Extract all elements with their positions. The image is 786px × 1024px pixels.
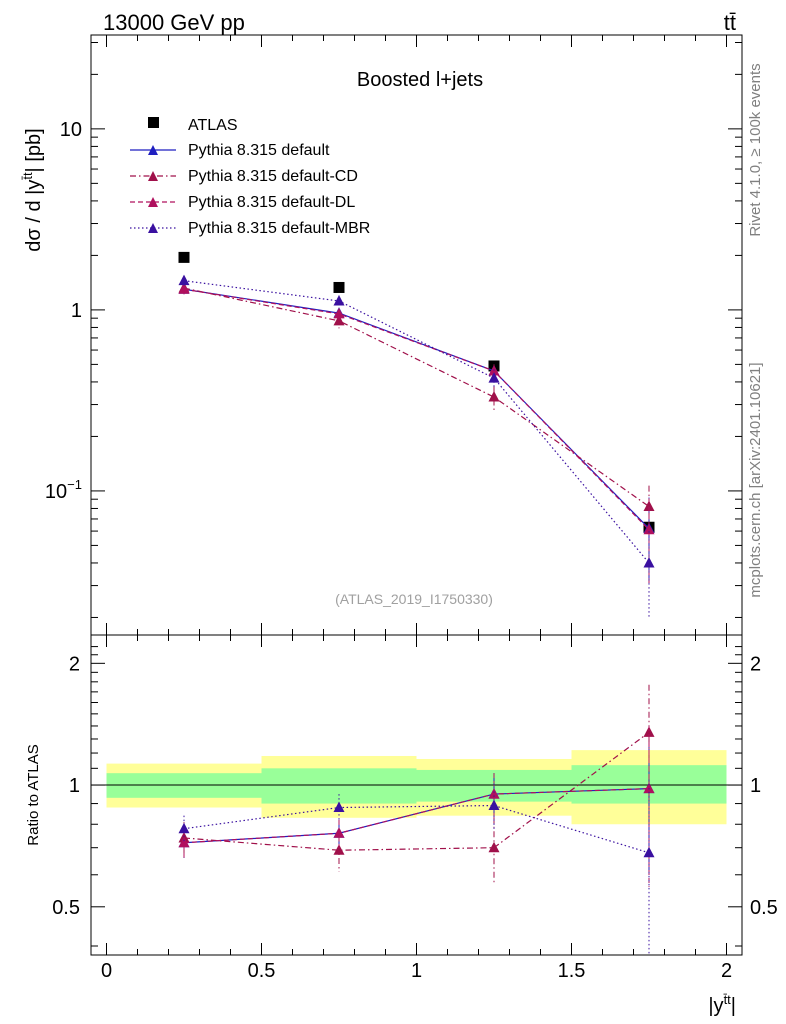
y-tick-label-base: 1 — [71, 300, 82, 322]
ratio-point-cd — [333, 844, 345, 855]
series-line-dl — [183, 288, 650, 531]
ratio-point-dl — [488, 788, 500, 799]
data-point-dl — [643, 523, 655, 535]
ratio-y-tick-label: 1 — [69, 775, 80, 797]
series-line-default — [183, 288, 650, 529]
y-axis-label-suffix: | [pb] — [23, 128, 45, 172]
y-tick-label-base: 10 — [60, 119, 82, 141]
legend-atlas-marker — [148, 117, 159, 128]
y-axis-label: dσ / d |yt̄t| [pb] — [20, 128, 45, 251]
legend: ATLAS Pythia 8.315 default Pythia 8.315 … — [130, 117, 370, 237]
legend-dl-label: Pythia 8.315 default-DL — [188, 194, 355, 211]
data-point-cd — [488, 391, 500, 402]
ratio-y-tick-label: 0.5 — [52, 897, 80, 919]
legend-default-marker — [148, 145, 158, 155]
ratio-y-tick-label: 2 — [69, 653, 80, 675]
ratio-line-dl — [183, 788, 650, 844]
x-tick-label: 0 — [101, 960, 112, 982]
y-tick-label: 10 — [60, 119, 82, 141]
legend-mbr-marker — [148, 223, 158, 233]
data-point-mbr — [178, 274, 190, 286]
chart-title: Boosted l+jets — [357, 69, 483, 91]
legend-cd-marker — [148, 171, 158, 181]
ratio-point-cd — [488, 841, 500, 853]
ratio-point-dl — [178, 836, 190, 848]
data-point-mbr — [488, 372, 500, 383]
legend-default-label: Pythia 8.315 default — [188, 142, 330, 159]
x-tick-label: 1.5 — [558, 960, 586, 982]
series-line-mbr — [183, 280, 650, 564]
uncertainty-band-inner — [261, 768, 417, 804]
data-point-cd — [333, 314, 345, 326]
ratio-panel: 0.5 0.5 1 1 2 2 0 0.5 1 1.5 2 Ratio to ATLAS |yt̄t… — [25, 634, 778, 1017]
x-axis-label-suffix: | — [731, 995, 736, 1017]
ratio-line-cd — [183, 731, 650, 851]
legend-mbr-label: Pythia 8.315 default-MBR — [188, 220, 370, 237]
ratio-point-mbr — [643, 846, 655, 858]
data-point-cd — [643, 500, 655, 512]
analysis-watermark: (ATLAS_2019_I1750330) — [335, 591, 493, 607]
ratio-y-axis-label: Ratio to ATLAS — [25, 744, 42, 845]
data-point-dl — [178, 283, 190, 294]
data-point-mbr — [333, 294, 345, 306]
y-tick-label: 1 — [71, 300, 82, 322]
y-axis-label-main: dσ / d |y — [23, 180, 45, 252]
legend-atlas-label: ATLAS — [188, 117, 238, 134]
y-tick-label-exponent: −1 — [67, 477, 82, 492]
x-axis-label-main: |y — [708, 995, 723, 1017]
data-point-atlas — [333, 281, 345, 293]
y-tick-label-base: 10 — [45, 481, 67, 503]
ratio-point-cd — [643, 726, 655, 737]
ratio-point-mbr — [488, 799, 500, 811]
ratio-point-mbr — [333, 801, 345, 813]
ratio-point-mbr — [178, 822, 190, 834]
data-point-atlas — [178, 251, 190, 263]
x-axis-label-superscript: t̄t — [723, 992, 731, 1007]
data-point-mbr — [643, 556, 655, 568]
ratio-point-dl — [643, 782, 655, 794]
ratio-line-mbr — [183, 804, 650, 854]
mcplots-label: mcplots.cern.ch [arXiv:2401.10621] — [747, 362, 764, 597]
y-axis-label-superscript: t̄t — [20, 172, 35, 180]
ratio-point-dl — [333, 827, 345, 838]
y-tick-label: 10−1 — [45, 477, 82, 503]
x-tick-label: 1 — [411, 960, 422, 982]
ratio-y-tick-label-right: 0.5 — [750, 897, 778, 919]
energy-label: 13000 GeV pp — [103, 10, 245, 35]
ratio-y-tick-label-right: 2 — [750, 653, 761, 675]
x-tick-label: 2 — [721, 960, 732, 982]
rivet-label: Rivet 4.1.0, ≥ 100k events — [747, 63, 764, 236]
legend-dl-marker — [148, 197, 158, 207]
legend-cd-label: Pythia 8.315 default-CD — [188, 168, 358, 185]
process-label: tt̄ — [724, 10, 736, 35]
data-point-dl — [333, 307, 345, 319]
series-line-cd — [183, 287, 650, 508]
ratio-y-tick-label-right: 1 — [750, 775, 761, 797]
x-tick-label: 0.5 — [248, 960, 276, 982]
x-axis-label: |yt̄t| — [708, 992, 736, 1017]
